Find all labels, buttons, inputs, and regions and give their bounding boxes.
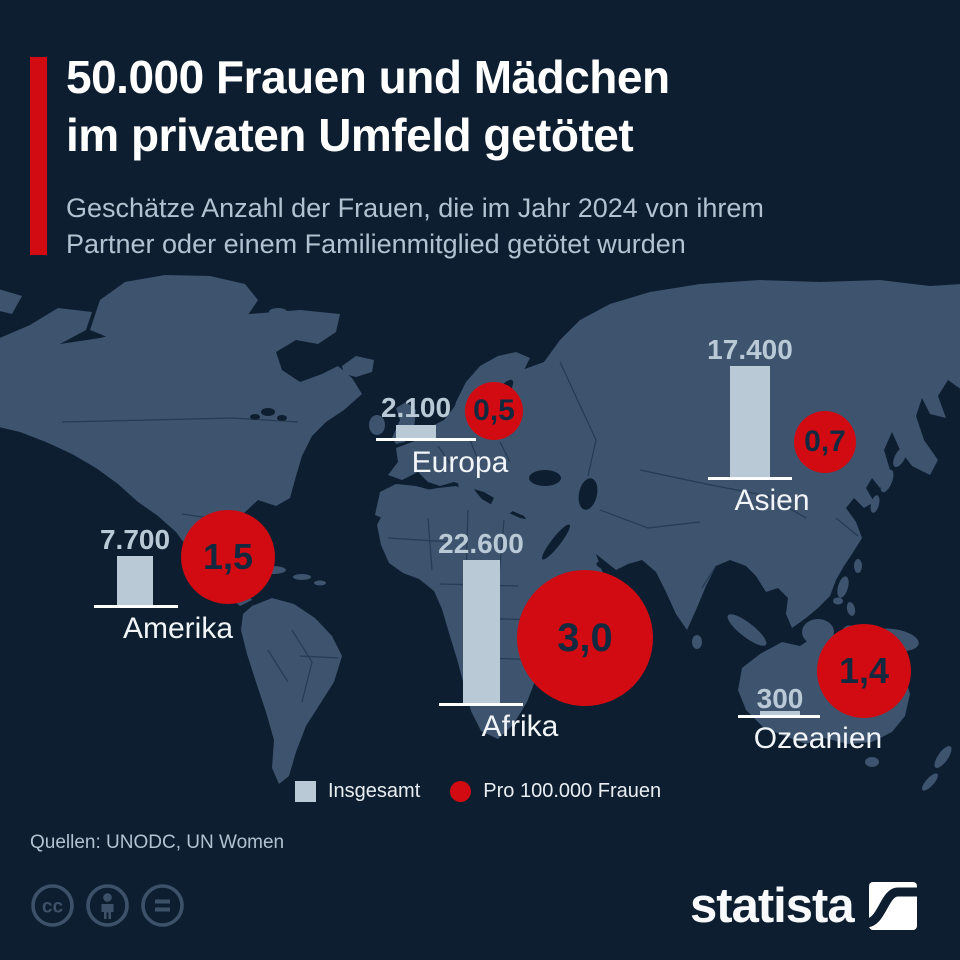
region-baseline: [738, 715, 820, 718]
accent-bar: [30, 57, 47, 255]
region-name-label: Ozeanien: [753, 722, 883, 755]
region-total-value: 7.700: [99, 524, 171, 555]
region-name-label: Afrika: [481, 710, 559, 743]
region-total-value: 17.400: [707, 334, 793, 365]
legend-total-label: Insgesamt: [328, 780, 421, 802]
subtitle-line-2: Partner oder einem Familienmitglied getö…: [66, 229, 686, 259]
page-subtitle: Geschätze Anzahl der Frauen, die im Jahr…: [66, 190, 764, 262]
region-total-value: 300: [756, 683, 804, 714]
license-icons: cc: [30, 883, 185, 928]
title-line-1: 50.000 Frauen und Mädchen: [66, 51, 670, 103]
region-rate-bubble: 3,0: [517, 570, 653, 706]
region-baseline: [94, 605, 178, 608]
region-total-value: 2.100: [380, 392, 452, 423]
region-total-bar: [117, 556, 153, 606]
statista-branding: statista: [690, 878, 918, 934]
region-total-value: 22.600: [438, 528, 524, 559]
source-text: Quellen: UNODC, UN Women: [30, 832, 285, 853]
region-baseline: [708, 477, 792, 480]
legend-rate-label: Pro 100.000 Frauen: [483, 780, 662, 802]
page-title: 50.000 Frauen und Mädchen im privaten Um…: [66, 48, 670, 164]
statista-wordmark: statista: [690, 879, 855, 933]
legend: Insgesamt Pro 100.000 Frauen: [295, 780, 661, 803]
region-rate-bubble: 1,4: [817, 624, 911, 718]
region-total-bar: [760, 711, 800, 716]
region-total-bar: [730, 366, 770, 478]
region-rate-bubble: 0,5: [465, 382, 523, 440]
region-rate-bubble: 1,5: [181, 510, 275, 604]
statista-wave-icon: [867, 882, 918, 930]
region-total-bar: [463, 560, 500, 704]
region-rate-bubble: 0,7: [794, 411, 856, 473]
region-name-label: Amerika: [122, 612, 234, 645]
subtitle-line-1: Geschätze Anzahl der Frauen, die im Jahr…: [66, 193, 764, 223]
legend-bar-swatch: [295, 781, 316, 802]
cc-icon: cc: [31, 884, 74, 927]
region-name-label: Asien: [734, 484, 810, 517]
region-baseline: [376, 438, 476, 441]
title-line-2: im privaten Umfeld getötet: [66, 109, 634, 161]
legend-circle-swatch: [450, 781, 472, 802]
region-total-bar: [396, 425, 436, 440]
region-name-label: Europa: [411, 446, 509, 479]
attribution-icon: [86, 884, 129, 927]
equal-icon: [141, 884, 184, 927]
svg-text:cc: cc: [42, 897, 64, 918]
region-baseline: [439, 703, 523, 706]
